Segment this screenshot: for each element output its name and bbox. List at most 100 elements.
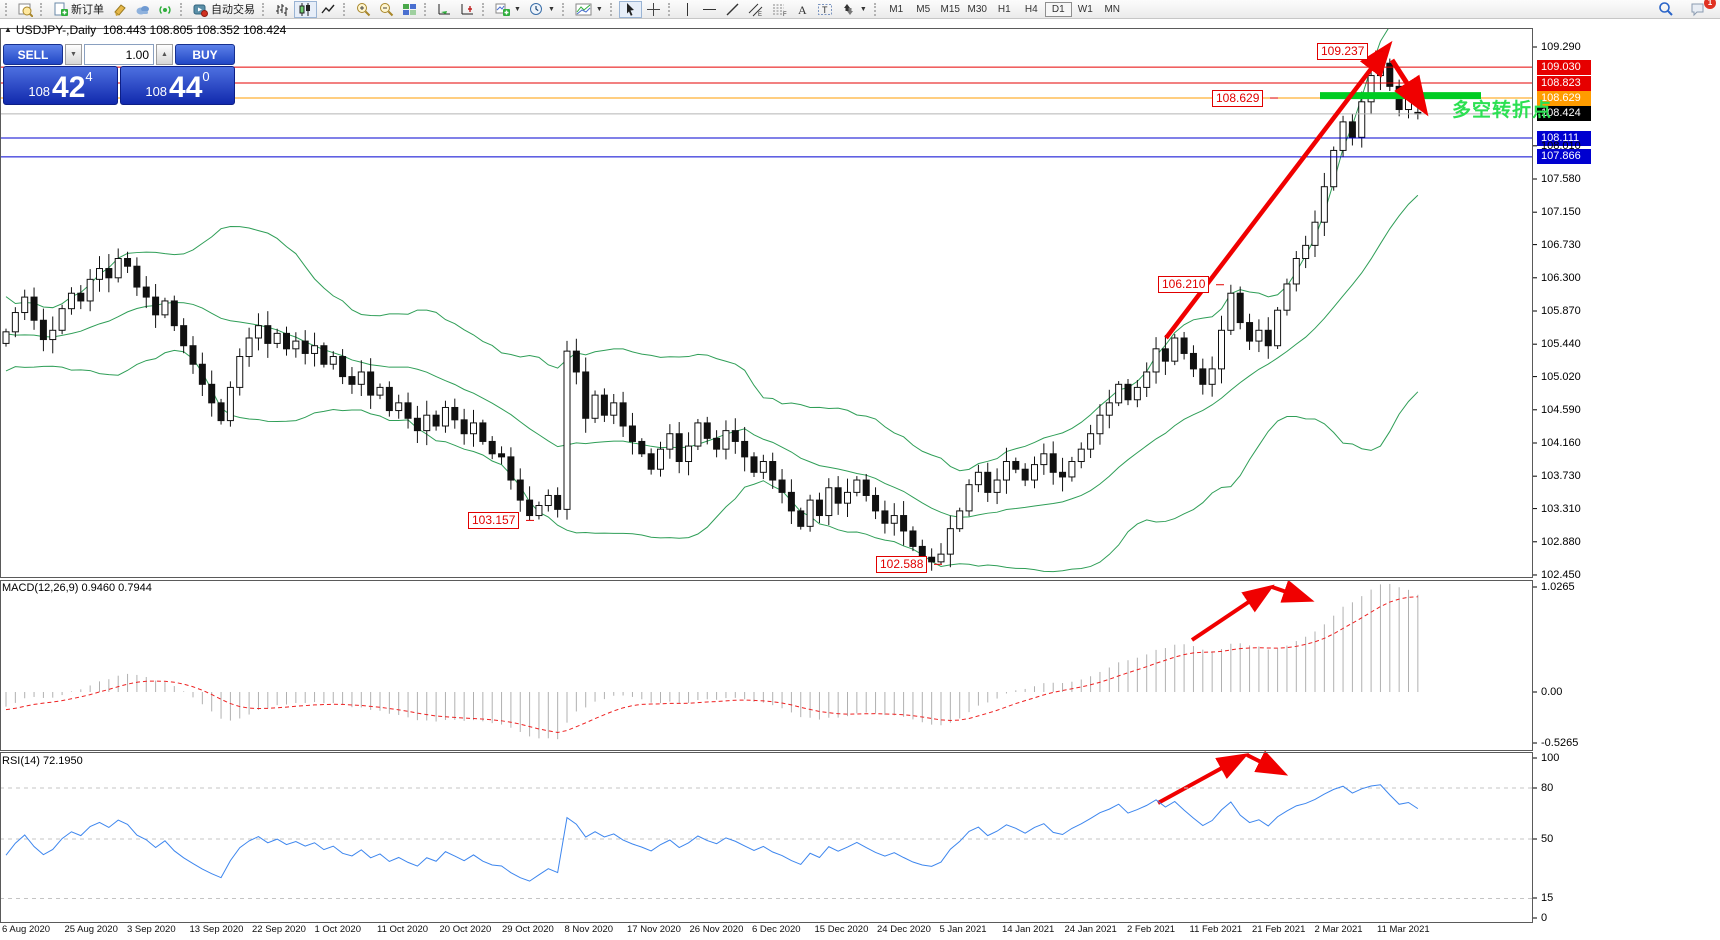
panel-frame [0, 752, 1533, 923]
trend-arrow[interactable] [1190, 584, 1275, 642]
dropdown-caret-icon: ▼ [514, 5, 521, 13]
channel-tool-button[interactable]: E [744, 1, 768, 18]
trend-arrow[interactable] [1271, 579, 1315, 603]
cloud-icon [136, 5, 149, 14]
dropdown-caret-icon: ▼ [595, 5, 603, 13]
notifications-button[interactable]: 1 [1686, 0, 1716, 18]
panel-frame [0, 28, 1533, 578]
period-button[interactable]: ▼ [525, 1, 559, 18]
fibonacci-tool-button[interactable]: F [768, 1, 792, 18]
volume-increase-button[interactable]: ▲ [156, 44, 173, 65]
text-label-icon: T [817, 3, 832, 15]
macd-signal-line [5, 596, 1418, 733]
timeframe-h1-button[interactable]: H1 [991, 2, 1018, 17]
new-order-button[interactable]: 新订单 [49, 1, 108, 18]
buy-price-sup: 0 [202, 69, 210, 84]
timeframe-w1-button[interactable]: W1 [1072, 2, 1099, 17]
line-chart-icon [321, 4, 335, 13]
add-indicator-button[interactable]: ▼ [491, 1, 525, 18]
panel-frame [0, 580, 1533, 751]
vertical-line-tool-button[interactable] [677, 1, 698, 18]
cursor-tool-button[interactable] [618, 0, 642, 18]
timeframe-m30-button[interactable]: M30 [964, 2, 991, 17]
vertical-line-icon [686, 2, 688, 16]
volume-decrease-button[interactable]: ▼ [65, 44, 82, 65]
label-tool-button[interactable]: T [813, 1, 837, 18]
signal-icon [159, 5, 171, 14]
trendline-icon [726, 3, 739, 15]
bollinger-middle-band [5, 194, 1419, 518]
bollinger-upper-band [5, 28, 1390, 472]
trend-arrow[interactable] [1246, 750, 1289, 776]
timeframe-m15-button[interactable]: M15 [937, 2, 964, 17]
new-chart-icon [18, 3, 33, 17]
toolbar-grip [667, 2, 674, 16]
clock-icon [529, 2, 542, 15]
channel-icon: E [748, 3, 763, 17]
line-chart-mode-button[interactable] [317, 1, 340, 18]
chat-bubble-icon [1691, 3, 1704, 16]
sell-price-display[interactable]: 108 42 4 [3, 66, 118, 105]
styler-button[interactable] [108, 1, 131, 18]
toolbar-grip [180, 2, 186, 16]
bar-chart-mode-button[interactable] [271, 1, 294, 18]
trend-arrow[interactable] [1157, 753, 1250, 805]
bollinger-lower-band [5, 349, 1419, 573]
tile-windows-button[interactable] [398, 1, 421, 18]
new-chart-button[interactable] [14, 1, 37, 18]
arrows-icon [843, 3, 853, 15]
auto-scroll-button[interactable] [433, 1, 456, 18]
toolbar-grip [609, 2, 616, 16]
sell-price-sup: 4 [85, 69, 93, 84]
notification-badge: 1 [1704, 0, 1716, 9]
buy-button[interactable]: BUY [175, 44, 235, 65]
candlestick-mode-button[interactable] [294, 0, 317, 18]
chart-shift-button[interactable] [456, 1, 479, 18]
timeframe-mn-button[interactable]: MN [1099, 2, 1126, 17]
toolbar-grip [343, 2, 349, 16]
toolbar-grip [40, 2, 46, 16]
svg-text:E: E [758, 12, 762, 17]
auto-trading-button[interactable]: 自动交易 [189, 1, 259, 18]
fibonacci-icon: F [772, 4, 787, 17]
volume-input[interactable] [84, 44, 154, 65]
timeframe-m5-button[interactable]: M5 [910, 2, 937, 17]
templates-button[interactable]: ▼ [571, 1, 607, 18]
charts-button[interactable] [131, 1, 154, 18]
toolbar-grip [482, 2, 488, 16]
timeframe-d1-button[interactable]: D1 [1044, 1, 1072, 17]
new-order-label: 新订单 [71, 4, 104, 16]
search-button[interactable] [1654, 1, 1678, 18]
toolbar-grip [873, 2, 880, 16]
toolbar-grip [5, 2, 11, 16]
timeframe-h4-button[interactable]: H4 [1018, 2, 1045, 17]
zoom-out-button[interactable] [375, 1, 398, 18]
trendline-tool-button[interactable] [721, 1, 744, 18]
svg-text:A: A [798, 3, 807, 17]
shapes-tool-button[interactable]: ▼ [837, 1, 871, 18]
toolbar-grip [561, 2, 568, 16]
timeframe-m1-button[interactable]: M1 [883, 2, 910, 17]
macd-layer [5, 583, 1419, 740]
buy-price-display[interactable]: 108 44 0 [120, 66, 235, 105]
text-tool-button[interactable]: A [792, 1, 813, 18]
auto-scroll-icon [438, 3, 450, 14]
tile-windows-icon [403, 3, 416, 15]
trend-arrow[interactable] [1389, 58, 1429, 117]
sell-button[interactable]: SELL [3, 44, 63, 65]
svg-text:F: F [783, 12, 787, 17]
rsi-layer [0, 784, 1533, 899]
crosshair-tool-button[interactable] [642, 1, 665, 18]
trend-arrow[interactable] [1164, 40, 1393, 340]
template-icon [575, 3, 592, 15]
zoom-in-button[interactable] [352, 1, 375, 18]
new-order-icon [54, 2, 68, 16]
dropdown-caret-icon: ▼ [859, 5, 867, 13]
alerts-button[interactable] [154, 1, 177, 18]
horizontal-line-tool-button[interactable] [698, 1, 721, 18]
toolbar-grip [262, 2, 268, 16]
zoom-in-icon [357, 2, 371, 16]
